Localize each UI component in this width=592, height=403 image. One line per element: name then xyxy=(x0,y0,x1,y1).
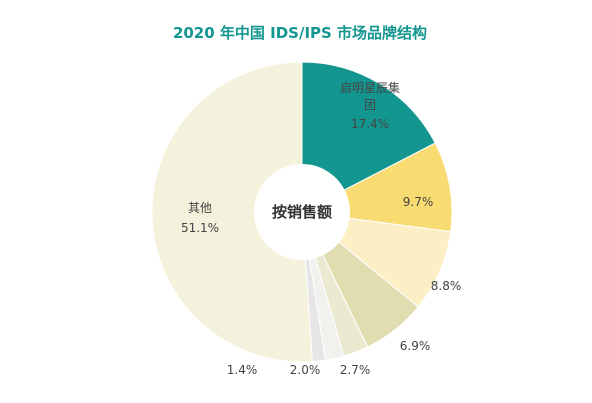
donut-hole xyxy=(254,164,350,260)
value-label: 2.7% xyxy=(339,363,371,377)
pie-slice xyxy=(151,61,313,363)
pie-slice xyxy=(301,61,436,213)
value-label: 9.7% xyxy=(402,195,434,209)
value-label: 2.0% xyxy=(289,363,321,377)
value-label: 1.4% xyxy=(226,363,258,377)
value-label: 51.1% xyxy=(180,221,220,235)
center-label: 按销售额 xyxy=(272,203,332,221)
value-label: 8.8% xyxy=(430,279,462,293)
slice-name: 其他 xyxy=(187,201,212,215)
slice-name: 启明星辰集团 xyxy=(339,81,400,112)
value-label: 6.9% xyxy=(399,339,431,353)
value-label: 17.4% xyxy=(350,117,390,131)
chart-title: 2020 年中国 IDS/IPS 市场品牌结构 xyxy=(173,24,427,42)
